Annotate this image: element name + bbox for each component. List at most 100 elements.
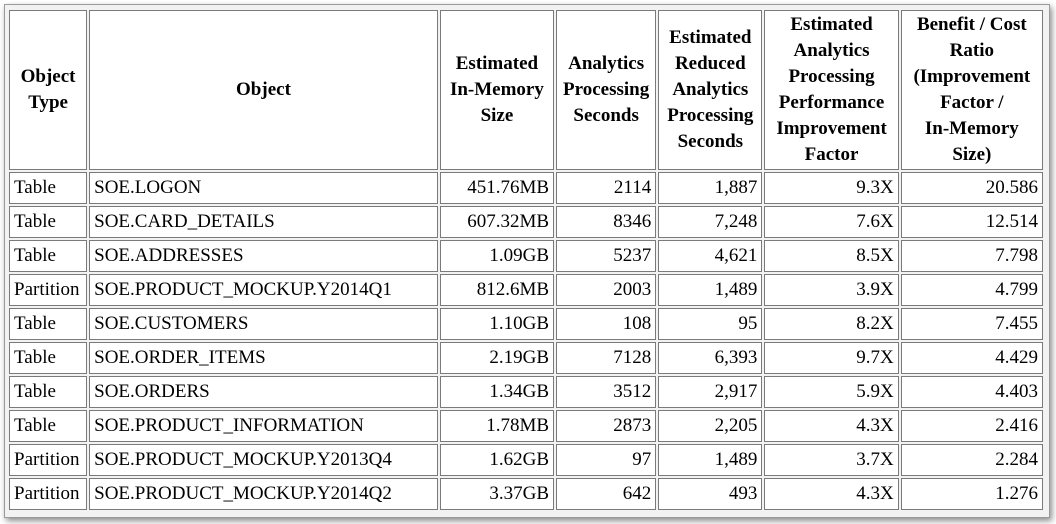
inmemory-advisor-table: Object Type Object Estimated In-Memory Size An… (7, 8, 1045, 512)
cell-object: SOE.CARD_DETAILS (89, 206, 438, 238)
cell-size: 451.76MB (439, 172, 555, 204)
column-header-seconds: Analytics Processing Seconds (556, 10, 657, 170)
cell-seconds: 2003 (556, 274, 657, 306)
cell-seconds: 8346 (556, 206, 657, 238)
column-header-type: Object Type (9, 10, 88, 170)
column-header-line: In-Memory (449, 79, 544, 100)
column-header-size: Estimated In-Memory Size (439, 10, 555, 170)
cell-object: SOE.PRODUCT_MOCKUP.Y2014Q1 (89, 274, 438, 306)
column-header-line: Factor / (940, 92, 1004, 113)
column-header-line: Processing (563, 79, 650, 100)
cell-ratio: 7.798 (900, 240, 1043, 272)
cell-ratio: 20.586 (900, 172, 1043, 204)
column-header-reduced: Estimated Reduced Analytics Processing Secon… (658, 10, 763, 170)
table-row: Table SOE.CARD_DETAILS 607.32MB 8346 7,248 7.… (9, 206, 1043, 238)
cell-type: Table (9, 376, 88, 408)
cell-ratio: 4.429 (900, 342, 1043, 374)
cell-factor: 8.2X (764, 308, 899, 340)
cell-seconds: 97 (556, 444, 657, 476)
cell-type: Partition (9, 444, 88, 476)
column-header-line: Analytics (568, 53, 645, 74)
table-row: Table SOE.ADDRESSES 1.09GB 5237 4,621 8.5X 7.7… (9, 240, 1043, 272)
table-header: Object Type Object Estimated In-Memory Size An… (9, 10, 1043, 170)
cell-reduced: 2,205 (658, 410, 763, 442)
cell-object: SOE.LOGON (89, 172, 438, 204)
cell-factor: 3.9X (764, 274, 899, 306)
cell-type: Table (9, 206, 88, 238)
cell-reduced: 6,393 (658, 342, 763, 374)
column-header-line: Analytics (793, 40, 870, 61)
cell-size: 1.62GB (439, 444, 555, 476)
cell-object: SOE.PRODUCT_INFORMATION (89, 410, 438, 442)
column-header-line: Processing (667, 105, 754, 126)
cell-factor: 7.6X (764, 206, 899, 238)
column-header-line: Estimated (455, 53, 539, 74)
table-row: Table SOE.ORDER_ITEMS 2.19GB 7128 6,393 9.7X 4… (9, 342, 1043, 374)
cell-ratio: 1.276 (900, 478, 1043, 510)
cell-factor: 9.3X (764, 172, 899, 204)
column-header-line: Object (236, 79, 291, 100)
cell-reduced: 2,917 (658, 376, 763, 408)
cell-seconds: 2873 (556, 410, 657, 442)
cell-reduced: 4,621 (658, 240, 763, 272)
cell-ratio: 2.416 (900, 410, 1043, 442)
column-header-ratio: Benefit / Cost Ratio (Improvement Factor / I… (900, 10, 1043, 170)
cell-object: SOE.PRODUCT_MOCKUP.Y2014Q2 (89, 478, 438, 510)
cell-seconds: 2114 (556, 172, 657, 204)
cell-type: Table (9, 172, 88, 204)
column-header-line: Processing (788, 66, 875, 87)
cell-seconds: 3512 (556, 376, 657, 408)
cell-reduced: 7,248 (658, 206, 763, 238)
cell-reduced: 95 (658, 308, 763, 340)
table-row: Table SOE.LOGON 451.76MB 2114 1,887 9.3X 20.58… (9, 172, 1043, 204)
cell-factor: 5.9X (764, 376, 899, 408)
cell-seconds: 108 (556, 308, 657, 340)
table-row: Partition SOE.PRODUCT_MOCKUP.Y2014Q1 812.6… (9, 274, 1043, 306)
column-header-line: Improvement (776, 118, 887, 139)
column-header-line: Ratio (949, 40, 994, 61)
column-header-line: Size) (952, 144, 992, 165)
cell-ratio: 2.284 (900, 444, 1043, 476)
cell-type: Table (9, 410, 88, 442)
cell-size: 3.37GB (439, 478, 555, 510)
cell-seconds: 7128 (556, 342, 657, 374)
table-row: Partition SOE.PRODUCT_MOCKUP.Y2013Q4 1.62G… (9, 444, 1043, 476)
column-header-line: Estimated (790, 14, 873, 35)
cell-ratio: 7.455 (900, 308, 1043, 340)
cell-ratio: 4.403 (900, 376, 1043, 408)
cell-factor: 4.3X (764, 478, 899, 510)
table-row: Table SOE.ORDERS 1.34GB 3512 2,917 5.9X 4.403 (9, 376, 1043, 408)
column-header-line: Type (28, 92, 68, 113)
cell-reduced: 493 (658, 478, 763, 510)
cell-type: Table (9, 342, 88, 374)
cell-size: 1.78MB (439, 410, 555, 442)
table-row: Table SOE.CUSTOMERS 1.10GB 108 95 8.2X 7.455 (9, 308, 1043, 340)
column-header-factor: Estimated Analytics Processing Performance I… (764, 10, 899, 170)
cell-size: 607.32MB (439, 206, 555, 238)
cell-object: SOE.ORDERS (89, 376, 438, 408)
cell-size: 812.6MB (439, 274, 555, 306)
cell-object: SOE.PRODUCT_MOCKUP.Y2013Q4 (89, 444, 438, 476)
column-header-line: Seconds (573, 105, 639, 126)
cell-size: 1.34GB (439, 376, 555, 408)
cell-factor: 3.7X (764, 444, 899, 476)
column-header-line: Size (480, 105, 514, 126)
column-header-object: Object (89, 10, 438, 170)
column-header-line: Factor (804, 144, 859, 165)
cell-size: 1.10GB (439, 308, 555, 340)
cell-factor: 9.7X (764, 342, 899, 374)
column-header-line: In-Memory (924, 118, 1019, 139)
column-header-line: Analytics (672, 79, 749, 100)
cell-type: Partition (9, 274, 88, 306)
column-header-line: Object (20, 66, 76, 87)
column-header-line: (Improvement (913, 66, 1031, 87)
cell-type: Table (9, 308, 88, 340)
cell-ratio: 12.514 (900, 206, 1043, 238)
cell-factor: 4.3X (764, 410, 899, 442)
column-header-line: Reduced (674, 53, 746, 74)
cell-seconds: 642 (556, 478, 657, 510)
column-header-line: Performance (778, 92, 885, 113)
table-frame: Object Type Object Estimated In-Memory Size An… (4, 4, 1050, 518)
cell-object: SOE.CUSTOMERS (89, 308, 438, 340)
cell-type: Table (9, 240, 88, 272)
